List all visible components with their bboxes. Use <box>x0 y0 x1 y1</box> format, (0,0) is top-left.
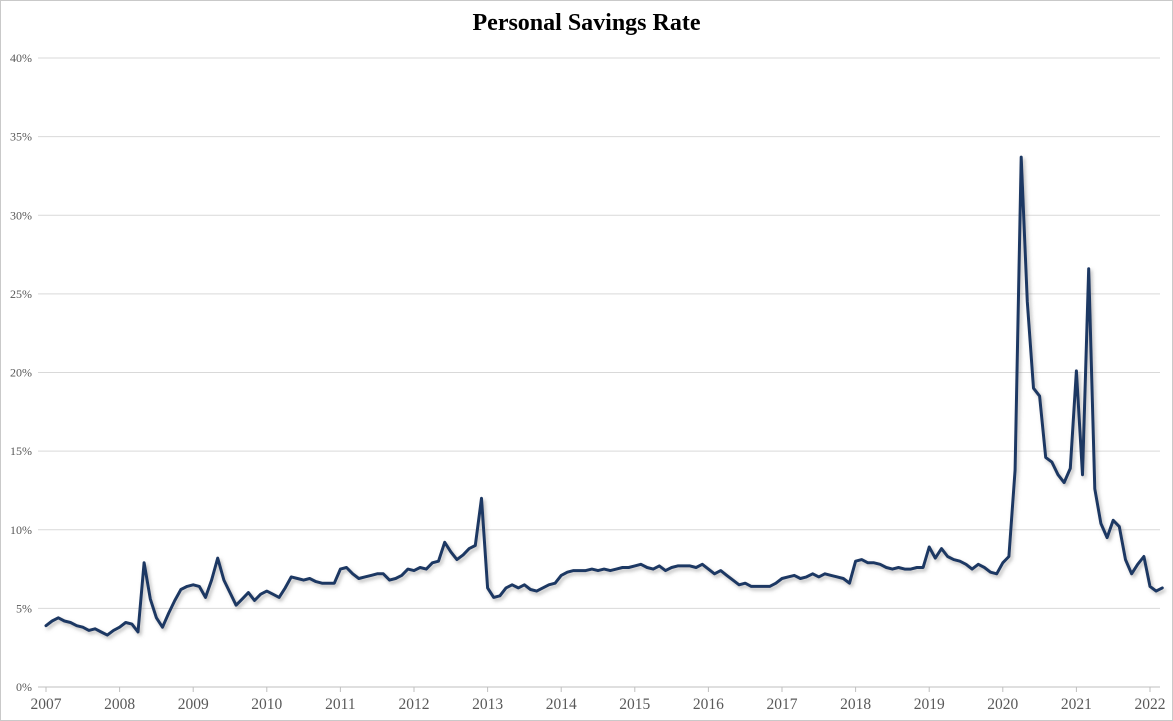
chart-title: Personal Savings Rate <box>472 10 701 36</box>
x-axis-tick-label: 2016 <box>693 696 724 713</box>
x-axis-tick-label: 2014 <box>546 696 577 713</box>
x-axis-tick-label: 2007 <box>31 696 62 713</box>
y-axis-tick-label: 15% <box>10 444 32 458</box>
x-axis-tick-label: 2008 <box>104 696 135 713</box>
x-axis-tick-label: 2019 <box>914 696 945 713</box>
y-axis-tick-label: 25% <box>10 287 32 301</box>
x-axis-tick-label: 2018 <box>840 696 871 713</box>
x-axis-tick-label: 2010 <box>251 696 282 713</box>
y-axis-tick-label: 0% <box>16 680 32 694</box>
x-axis-tick-label: 2017 <box>767 696 798 713</box>
x-axis-tick-label: 2020 <box>987 696 1018 713</box>
y-axis-tick-label: 10% <box>10 523 32 537</box>
y-axis-tick-label: 40% <box>10 51 32 65</box>
y-axis-tick-label: 30% <box>10 208 32 222</box>
x-axis-tick-label: 2021 <box>1061 696 1092 713</box>
y-axis-tick-label: 35% <box>10 130 32 144</box>
y-axis-tick-label: 5% <box>16 601 32 615</box>
x-axis-tick-label: 2015 <box>619 696 650 713</box>
x-axis-tick-label: 2012 <box>399 696 430 713</box>
x-axis-tick-label: 2009 <box>178 696 209 713</box>
x-axis-tick-label: 2022 <box>1135 696 1166 713</box>
x-axis-tick-label: 2013 <box>472 696 503 713</box>
y-axis-tick-label: 20% <box>10 366 32 380</box>
savings-rate-line <box>44 155 1164 637</box>
x-axis-tick-label: 2011 <box>325 696 355 713</box>
